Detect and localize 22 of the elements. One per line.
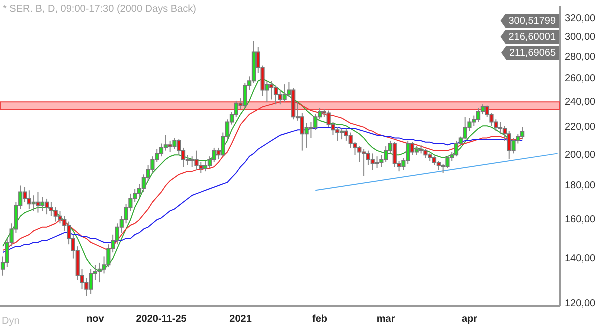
y-tick-label: 160,00 <box>565 214 596 226</box>
annotation: 300,51799 <box>508 16 556 27</box>
x-tick-label: apr <box>462 314 478 325</box>
y-tick-label: 220,00 <box>565 122 596 134</box>
y-tick-label: 280,00 <box>565 52 596 64</box>
y-tick-label: 320,00 <box>565 13 596 24</box>
y-tick-label: 260,00 <box>565 74 596 85</box>
annotation: 211,69065 <box>509 48 556 59</box>
y-tick-label: 240,00 <box>565 96 596 108</box>
x-tick-label: 2020-11-25 <box>136 314 188 325</box>
y-tick-label: 180,00 <box>565 180 596 192</box>
annotation: 216,60001 <box>508 32 556 43</box>
x-tick-label: 2021 <box>230 314 252 325</box>
y-tick-label: 140,00 <box>565 254 596 265</box>
y-tick-label: 300,00 <box>565 32 596 44</box>
text: Dyn <box>2 316 20 327</box>
x-tick-label: nov <box>86 314 105 325</box>
chart-title: * SER. B, D, 09:00-17:30 (2000 Days Back) <box>3 4 196 15</box>
y-tick-label: 200,00 <box>565 150 596 161</box>
y-tick-label: 120,00 <box>565 298 596 310</box>
x-tick-label: mar <box>376 314 396 325</box>
x-tick-label: feb <box>312 314 328 325</box>
